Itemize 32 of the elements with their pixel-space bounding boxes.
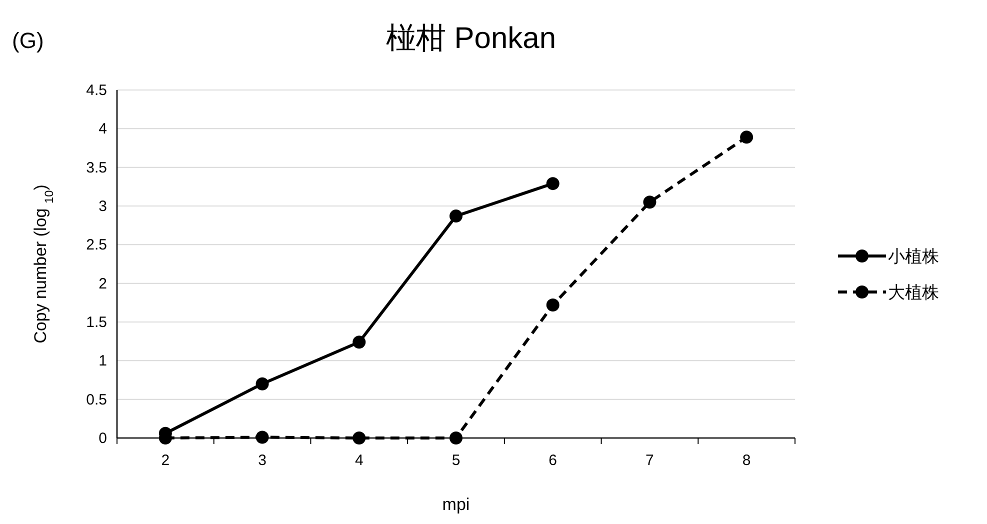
x-axis-title: mpi — [442, 495, 470, 514]
point — [643, 196, 656, 209]
y-tick-label: 1 — [98, 352, 107, 370]
x-tick-label: 2 — [161, 452, 170, 469]
point — [450, 432, 462, 444]
point — [256, 430, 269, 444]
y-tick-label: 4.5 — [86, 82, 107, 99]
y-tick-label: 0.5 — [86, 391, 107, 408]
point — [740, 130, 754, 144]
text: (G) — [12, 28, 44, 53]
point — [352, 336, 366, 349]
point — [546, 298, 560, 312]
y-tick-label: 2.5 — [86, 236, 107, 254]
x-tick-label: 7 — [646, 452, 654, 469]
y-tick-label: 4 — [98, 120, 107, 138]
y-tick-label: 2 — [98, 275, 107, 292]
y-tick-label: 0 — [98, 430, 107, 447]
legend-label: 大植株 — [888, 283, 939, 302]
y-tick-label: 3.5 — [86, 159, 107, 176]
chart-title: 椪柑 Ponkan — [386, 22, 556, 55]
x-tick-label: 8 — [742, 452, 751, 469]
point — [256, 377, 269, 390]
point — [450, 210, 462, 223]
point — [546, 177, 560, 190]
x-tick-label: 5 — [452, 452, 460, 469]
x-tick-label: 3 — [258, 452, 266, 469]
x-tick-label: 4 — [354, 452, 364, 469]
y-tick-label: 3 — [98, 198, 107, 215]
legend-label: 小植株 — [888, 247, 939, 266]
y-tick-label: 1.5 — [86, 314, 107, 331]
point — [352, 432, 366, 444]
x-tick-label: 6 — [548, 452, 558, 469]
